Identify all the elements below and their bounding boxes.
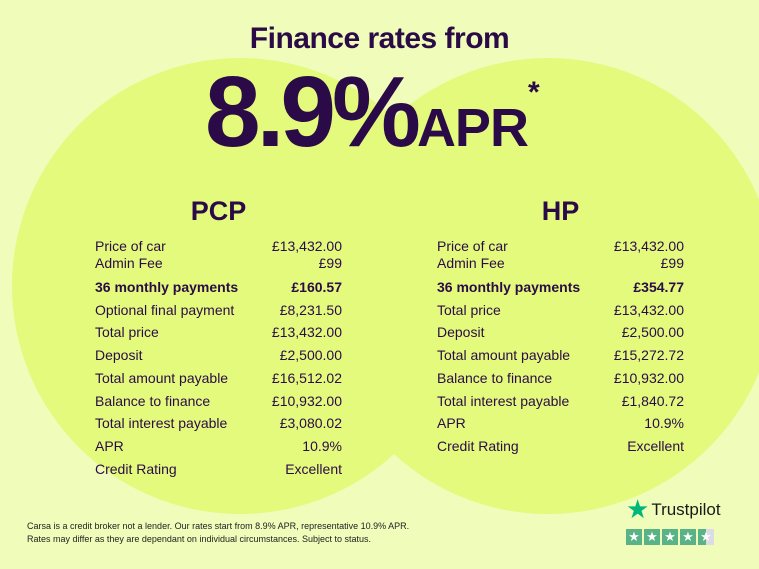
- row-value: £1,840.72: [621, 392, 684, 409]
- table-row: Total amount payable £15,272.72: [437, 344, 684, 367]
- row-label: Credit Rating: [437, 437, 519, 454]
- trustpilot-badge[interactable]: ★ Trustpilot ★ ★ ★ ★ ★: [626, 494, 721, 545]
- star-icon: ★: [644, 529, 660, 545]
- table-row: Total price £13,432.00: [437, 299, 684, 322]
- row-value: £13,432.00: [271, 238, 342, 254]
- background-circle-right: [320, 58, 759, 514]
- hp-title: HP: [541, 196, 580, 226]
- rate-suffix: APR: [416, 98, 529, 158]
- table-row: Admin Fee £99: [437, 255, 684, 272]
- row-value: £10,932.00: [271, 392, 342, 409]
- star-icon: ★: [680, 529, 696, 545]
- star-icon: ★: [698, 529, 714, 545]
- rate-display: 8.9%APR*: [205, 62, 540, 162]
- row-label: Balance to finance: [437, 369, 553, 386]
- row-value: £10,932.00: [613, 369, 684, 386]
- row-value: £99: [318, 255, 342, 271]
- star-icon: ★: [626, 529, 642, 545]
- row-value: £15,272.72: [613, 347, 684, 364]
- row-label: Total interest payable: [437, 392, 570, 409]
- row-value: £3,080.02: [279, 415, 342, 432]
- pcp-title: PCP: [190, 196, 247, 226]
- row-label: Admin Fee: [437, 255, 505, 271]
- trustpilot-rating: ★ ★ ★ ★ ★: [626, 529, 721, 545]
- row-label: Price of car: [437, 238, 508, 254]
- headline: Finance rates from: [249, 22, 510, 55]
- star-icon: ★: [626, 494, 650, 524]
- row-label: Total price: [437, 301, 501, 318]
- row-value: £160.57: [291, 279, 342, 295]
- asterisk: *: [527, 76, 540, 109]
- hp-rows: Price of car £13,432.00 Admin Fee £99 36 mon…: [437, 238, 684, 458]
- row-value: £13,432.00: [271, 324, 342, 341]
- table-row: Credit Rating Excellent: [95, 458, 342, 481]
- row-value: Excellent: [627, 437, 684, 454]
- row-value: 10.9%: [644, 415, 684, 432]
- row-label: Balance to finance: [95, 392, 211, 409]
- row-label: APR: [95, 437, 124, 454]
- table-row: Admin Fee £99: [95, 255, 342, 272]
- rate-value: 8.9%: [205, 56, 421, 168]
- row-label: Total amount payable: [95, 369, 229, 386]
- disclaimer: Carsa is a credit broker not a lender. O…: [27, 520, 409, 546]
- row-value: £16,512.02: [271, 369, 342, 386]
- star-icon: ★: [662, 529, 678, 545]
- trustpilot-label: Trustpilot: [651, 499, 721, 519]
- pcp-rows: Price of car £13,432.00 Admin Fee £99 36 mon…: [95, 238, 342, 480]
- row-label: Deposit: [95, 347, 143, 364]
- table-row: Deposit £2,500.00: [437, 321, 684, 344]
- hp-table: HP Price of car £13,432.00 Admin Fee £99 36 …: [437, 196, 684, 458]
- disclaimer-line: Carsa is a credit broker not a lender. O…: [27, 521, 410, 531]
- row-label: Total price: [95, 324, 159, 341]
- row-label: Total interest payable: [95, 415, 228, 432]
- table-row: Total interest payable £3,080.02: [95, 412, 342, 435]
- row-value: £2,500.00: [279, 347, 342, 364]
- row-value: Excellent: [285, 460, 342, 477]
- disclaimer-line: Rates may differ as they are dependant o…: [27, 534, 372, 544]
- table-row: Balance to finance £10,932.00: [437, 367, 684, 390]
- row-value: £13,432.00: [613, 238, 684, 254]
- row-label: 36 monthly payments: [95, 279, 239, 295]
- pcp-table: PCP Price of car £13,432.00 Admin Fee £99 36…: [95, 196, 342, 480]
- table-row: 36 monthly payments £160.57: [95, 276, 342, 299]
- row-label: Total amount payable: [437, 347, 571, 364]
- table-row: Total interest payable £1,840.72: [437, 390, 684, 413]
- row-label: APR: [437, 415, 466, 432]
- table-row: Deposit £2,500.00: [95, 344, 342, 367]
- row-value: £99: [660, 255, 684, 271]
- row-label: Optional final payment: [95, 301, 235, 318]
- row-label: Credit Rating: [95, 460, 177, 477]
- row-value: £8,231.50: [279, 301, 342, 318]
- row-label: Deposit: [437, 324, 485, 341]
- row-value: £13,432.00: [613, 301, 684, 318]
- table-row: Price of car £13,432.00: [95, 238, 342, 255]
- table-row: Optional final payment £8,231.50: [95, 299, 342, 322]
- table-row: Total price £13,432.00: [95, 321, 342, 344]
- row-label: 36 monthly payments: [437, 279, 581, 295]
- row-value: £354.77: [633, 279, 684, 295]
- row-label: Admin Fee: [95, 255, 163, 271]
- table-row: APR 10.9%: [437, 412, 684, 435]
- table-row: APR 10.9%: [95, 435, 342, 458]
- table-row: 36 monthly payments £354.77: [437, 276, 684, 299]
- table-row: Price of car £13,432.00: [437, 238, 684, 255]
- table-row: Total amount payable £16,512.02: [95, 367, 342, 390]
- row-value: 10.9%: [302, 437, 342, 454]
- row-value: £2,500.00: [621, 324, 684, 341]
- row-label: Price of car: [95, 238, 166, 254]
- table-row: Balance to finance £10,932.00: [95, 390, 342, 413]
- table-row: Credit Rating Excellent: [437, 435, 684, 458]
